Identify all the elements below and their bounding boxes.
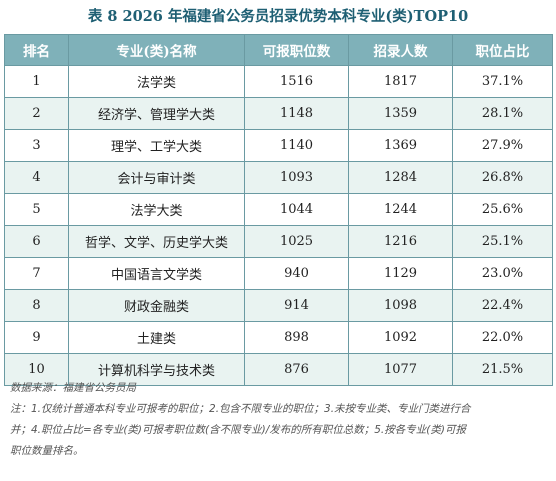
table-row: 2 经济学、管理学大类 1148 1359 28.1%: [4, 97, 553, 130]
header-row: 排名 专业(类)名称 可报职位数 招录人数 职位占比: [4, 34, 553, 66]
cell-major: 法学大类: [68, 193, 245, 226]
cell-positions: 1093: [244, 161, 349, 194]
cell-recruits: 1129: [348, 257, 453, 290]
cell-share: 37.1%: [452, 65, 553, 98]
cell-rank: 9: [4, 321, 69, 354]
table-row: 9 土建类 898 1092 22.0%: [4, 321, 553, 354]
table-row: 5 法学大类 1044 1244 25.6%: [4, 193, 553, 226]
cell-rank: 2: [4, 97, 69, 130]
cell-recruits: 1369: [348, 129, 453, 162]
cell-major: 中国语言文学类: [68, 257, 245, 290]
data-source: 数据来源：福建省公务员局: [10, 382, 136, 394]
cell-share: 26.8%: [452, 161, 553, 194]
header-recruits: 招录人数: [348, 34, 453, 66]
cell-major: 财政金融类: [68, 289, 245, 322]
table-row: 1 法学类 1516 1817 37.1%: [4, 65, 553, 98]
cell-rank: 1: [4, 65, 69, 98]
cell-major: 土建类: [68, 321, 245, 354]
cell-major: 法学类: [68, 65, 245, 98]
cell-major: 理学、工学大类: [68, 129, 245, 162]
cell-share: 22.4%: [452, 289, 553, 322]
cell-rank: 3: [4, 129, 69, 162]
cell-positions: 1025: [244, 225, 349, 258]
cell-major: 哲学、文学、历史学大类: [68, 225, 245, 258]
cell-rank: 8: [4, 289, 69, 322]
cell-share: 22.0%: [452, 321, 553, 354]
cell-rank: 4: [4, 161, 69, 194]
table-row: 7 中国语言文学类 940 1129 23.0%: [4, 257, 553, 290]
cell-share: 28.1%: [452, 97, 553, 130]
header-rank: 排名: [4, 34, 69, 66]
cell-positions: 876: [244, 353, 349, 386]
ranking-table: 排名 专业(类)名称 可报职位数 招录人数 职位占比 1 法学类 1516 18…: [4, 34, 553, 386]
cell-recruits: 1077: [348, 353, 453, 386]
note-line: 并；4.职位占比=各专业(类)可报考职位数(含不限专业)/发布的所有职位总数；5…: [10, 424, 466, 436]
cell-rank: 5: [4, 193, 69, 226]
cell-share: 21.5%: [452, 353, 553, 386]
cell-share: 25.1%: [452, 225, 553, 258]
table-row: 6 哲学、文学、历史学大类 1025 1216 25.1%: [4, 225, 553, 258]
cell-rank: 6: [4, 225, 69, 258]
cell-share: 25.6%: [452, 193, 553, 226]
header-major: 专业(类)名称: [68, 34, 245, 66]
cell-rank: 7: [4, 257, 69, 290]
cell-recruits: 1359: [348, 97, 453, 130]
cell-recruits: 1092: [348, 321, 453, 354]
cell-positions: 1044: [244, 193, 349, 226]
cell-positions: 914: [244, 289, 349, 322]
table-row: 4 会计与审计类 1093 1284 26.8%: [4, 161, 553, 194]
cell-recruits: 1284: [348, 161, 453, 194]
cell-positions: 940: [244, 257, 349, 290]
cell-positions: 1516: [244, 65, 349, 98]
cell-major: 经济学、管理学大类: [68, 97, 245, 130]
header-positions: 可报职位数: [244, 34, 349, 66]
cell-recruits: 1216: [348, 225, 453, 258]
cell-recruits: 1098: [348, 289, 453, 322]
header-share: 职位占比: [452, 34, 553, 66]
table-title: 表 8 2026 年福建省公务员招录优势本科专业(类)TOP10: [87, 8, 469, 25]
cell-major: 会计与审计类: [68, 161, 245, 194]
cell-recruits: 1817: [348, 65, 453, 98]
cell-share: 27.9%: [452, 129, 553, 162]
cell-positions: 898: [244, 321, 349, 354]
cell-positions: 1148: [244, 97, 349, 130]
table-row: 3 理学、工学大类 1140 1369 27.9%: [4, 129, 553, 162]
cell-share: 23.0%: [452, 257, 553, 290]
cell-recruits: 1244: [348, 193, 453, 226]
table-row: 8 财政金融类 914 1098 22.4%: [4, 289, 553, 322]
cell-rank: 10: [4, 353, 69, 386]
footnotes: 数据来源：福建省公务员局 注：1.仅统计普通本科专业可报考的职位；2.包含不限专…: [10, 378, 546, 462]
note-line: 注：1.仅统计普通本科专业可报考的职位；2.包含不限专业的职位；3.未按专业类、…: [10, 403, 471, 415]
note-line: 职位数量排名。: [10, 445, 84, 457]
cell-positions: 1140: [244, 129, 349, 162]
table-row: 10 计算机科学与技术类 876 1077 21.5%: [4, 353, 553, 386]
